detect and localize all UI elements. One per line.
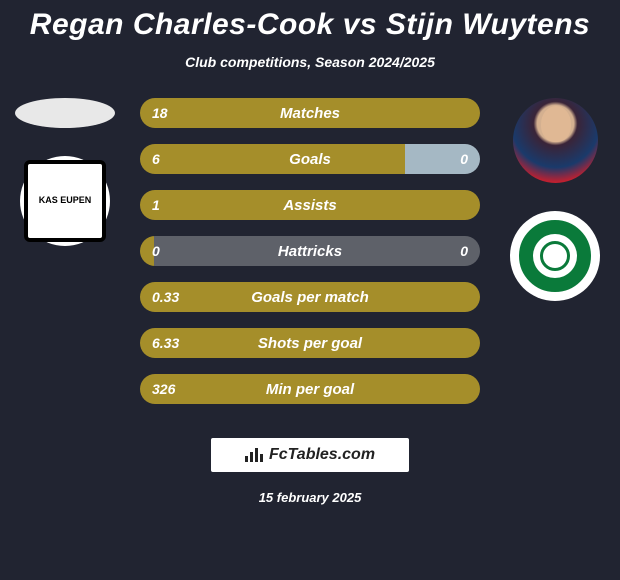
stat-value-left: 6 <box>152 144 160 174</box>
stat-row: Min per goal326 <box>140 374 480 404</box>
stat-bar-left <box>140 282 480 312</box>
page-subtitle: Club competitions, Season 2024/2025 <box>0 54 620 70</box>
stat-bar-right <box>154 236 480 266</box>
club-left-label: KAS EUPEN <box>39 196 92 206</box>
stat-value-left: 1 <box>152 190 160 220</box>
club-logo-right <box>510 211 600 301</box>
stat-value-right: 0 <box>460 236 468 266</box>
comparison-panel: KAS EUPEN Matches18Goals60Assists1Hattri… <box>0 98 620 428</box>
footer: FcTables.com <box>0 438 620 472</box>
stat-row: Goals60 <box>140 144 480 174</box>
stat-value-left: 0 <box>152 236 160 266</box>
player-left-photo <box>15 98 115 128</box>
brand-badge: FcTables.com <box>211 438 409 472</box>
stat-bar-left <box>140 144 405 174</box>
brand-bars-icon <box>245 448 263 462</box>
stat-value-left: 326 <box>152 374 175 404</box>
player-right-column <box>500 98 610 301</box>
date-label: 15 february 2025 <box>0 490 620 505</box>
brand-text: FcTables.com <box>269 446 375 464</box>
stat-bar-left <box>140 190 480 220</box>
stat-value-right: 0 <box>460 144 468 174</box>
club-logo-left: KAS EUPEN <box>20 156 110 246</box>
stat-bar-left <box>140 328 480 358</box>
stat-row: Matches18 <box>140 98 480 128</box>
page-title: Regan Charles-Cook vs Stijn Wuytens <box>0 0 620 42</box>
stat-row: Shots per goal6.33 <box>140 328 480 358</box>
stat-row: Hattricks00 <box>140 236 480 266</box>
player-right-photo <box>513 98 598 183</box>
stat-value-left: 6.33 <box>152 328 179 358</box>
stat-bar-left <box>140 374 480 404</box>
stat-bar-left <box>140 98 480 128</box>
stat-value-left: 18 <box>152 98 168 128</box>
stat-bars-container: Matches18Goals60Assists1Hattricks00Goals… <box>140 98 480 404</box>
stat-row: Assists1 <box>140 190 480 220</box>
player-left-column: KAS EUPEN <box>10 98 120 246</box>
stat-row: Goals per match0.33 <box>140 282 480 312</box>
stat-bar-right <box>405 144 480 174</box>
stat-value-left: 0.33 <box>152 282 179 312</box>
